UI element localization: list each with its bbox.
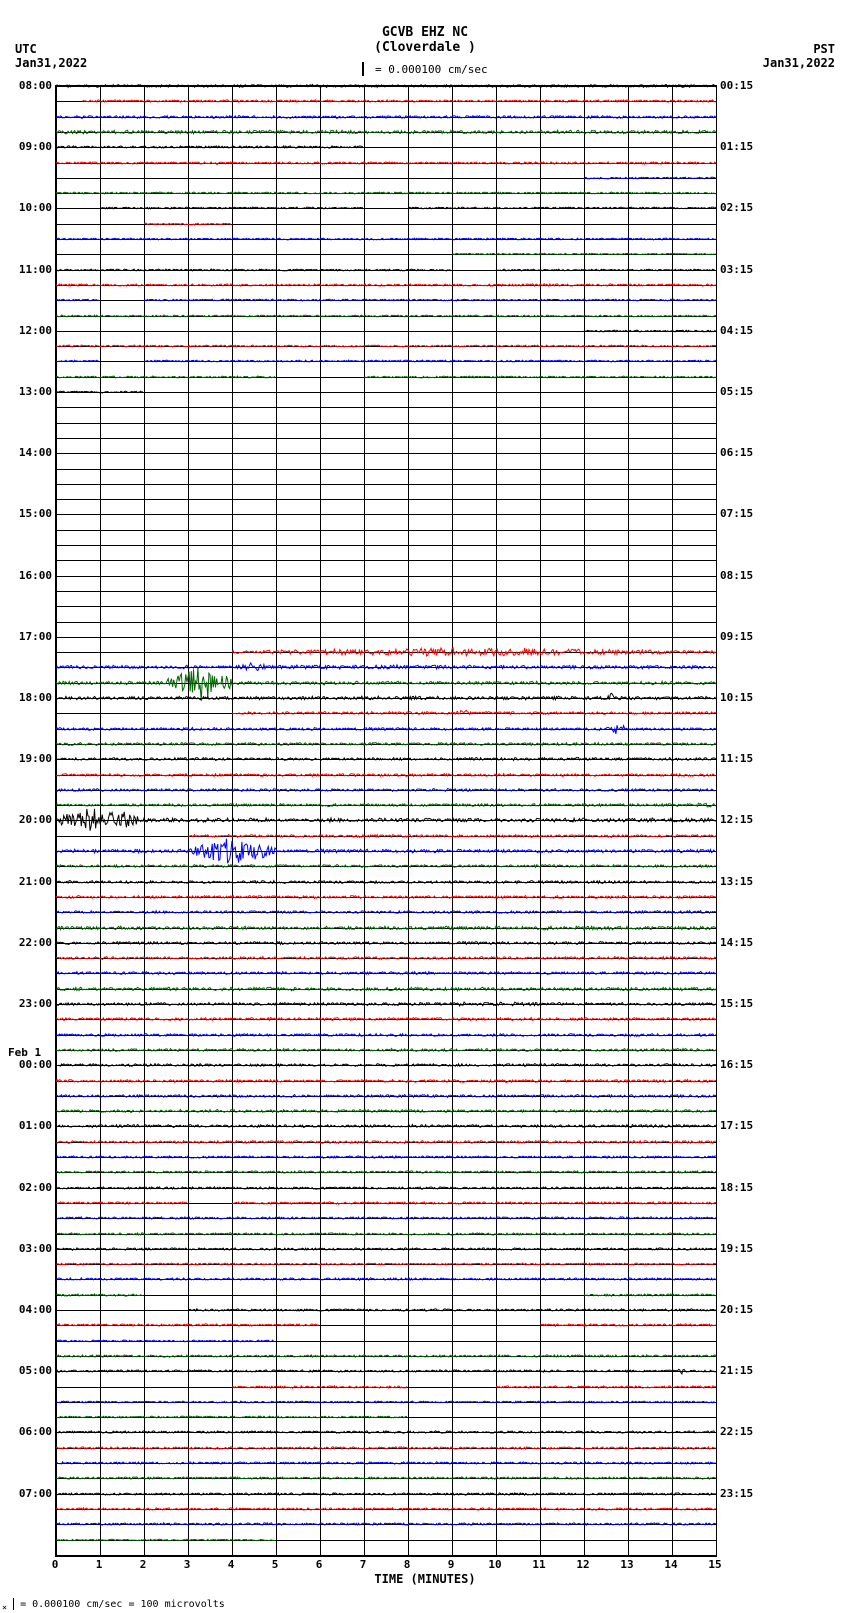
utc-hour-label: 03:00 [4,1242,52,1255]
gridline-horizontal [56,499,716,500]
x-tick-label: 15 [708,1558,721,1571]
location-title: (Cloverdale ) [0,40,850,55]
x-tick-label: 7 [360,1558,367,1571]
x-tick-label: 5 [272,1558,279,1571]
pst-hour-label: 19:15 [720,1242,753,1255]
gridline-horizontal [56,545,716,546]
gridline-horizontal [56,423,716,424]
utc-hour-label: 00:00 [4,1058,52,1071]
station-title: GCVB EHZ NC [0,25,850,40]
gridline-horizontal [56,530,716,531]
x-tick-label: 13 [620,1558,633,1571]
utc-hour-label: 10:00 [4,201,52,214]
x-tick-label: 1 [96,1558,103,1571]
utc-hour-label: 18:00 [4,691,52,704]
pst-hour-label: 11:15 [720,752,753,765]
pst-hour-label: 03:15 [720,263,753,276]
utc-hour-label: 08:00 [4,79,52,92]
tz-left-label: UTC [15,42,87,56]
seismic-trace [56,1510,716,1570]
utc-hour-label: 19:00 [4,752,52,765]
utc-hour-label: 14:00 [4,446,52,459]
pst-hour-label: 17:15 [720,1119,753,1132]
tz-right: PST Jan31,2022 [763,42,835,70]
pst-hour-label: 09:15 [720,630,753,643]
tz-right-label: PST [763,42,835,56]
pst-hour-label: 12:15 [720,813,753,826]
gridline-vertical [716,86,717,1556]
x-tick-label: 8 [404,1558,411,1571]
pst-hour-label: 15:15 [720,997,753,1010]
utc-hour-label: 04:00 [4,1303,52,1316]
seismic-trace [56,362,716,422]
pst-hour-label: 10:15 [720,691,753,704]
pst-hour-label: 23:15 [720,1487,753,1500]
x-tick-label: 9 [448,1558,455,1571]
x-tick-label: 12 [576,1558,589,1571]
seismogram-plot [55,85,717,1557]
gridline-horizontal [56,606,716,607]
utc-hour-label: 21:00 [4,875,52,888]
x-tick-label: 4 [228,1558,235,1571]
utc-hour-label: 15:00 [4,507,52,520]
pst-hour-label: 13:15 [720,875,753,888]
utc-hour-label: 02:00 [4,1181,52,1194]
utc-hour-label: 23:00 [4,997,52,1010]
utc-hour-label: 01:00 [4,1119,52,1132]
utc-hour-label: 16:00 [4,569,52,582]
utc-hour-label: 12:00 [4,324,52,337]
pst-hour-label: 06:15 [720,446,753,459]
x-tick-label: 10 [488,1558,501,1571]
utc-hour-label: 07:00 [4,1487,52,1500]
pst-hour-label: 20:15 [720,1303,753,1316]
utc-hour-label: 20:00 [4,813,52,826]
x-axis-label: TIME (MINUTES) [0,1572,850,1586]
pst-hour-label: 14:15 [720,936,753,949]
footer: × = 0.000100 cm/sec = 100 microvolts [2,1598,225,1612]
x-tick-label: 6 [316,1558,323,1571]
pst-hour-label: 02:15 [720,201,753,214]
pst-hour-label: 00:15 [720,79,753,92]
pst-hour-label: 22:15 [720,1425,753,1438]
x-tick-label: 14 [664,1558,677,1571]
gridline-horizontal [56,484,716,485]
seismogram-container: GCVB EHZ NC (Cloverdale ) = 0.000100 cm/… [0,0,850,1613]
x-tick-label: 11 [532,1558,545,1571]
gridline-horizontal [56,591,716,592]
gridline-horizontal [56,560,716,561]
gridline-horizontal [56,453,716,454]
utc-hour-label: 13:00 [4,385,52,398]
pst-hour-label: 04:15 [720,324,753,337]
pst-hour-label: 18:15 [720,1181,753,1194]
utc-hour-label: 06:00 [4,1425,52,1438]
pst-hour-label: 01:15 [720,140,753,153]
x-tick-label: 0 [52,1558,59,1571]
gridline-horizontal [56,576,716,577]
utc-hour-label: 05:00 [4,1364,52,1377]
tz-right-date: Jan31,2022 [763,56,835,70]
gridline-horizontal [56,514,716,515]
gridline-horizontal [56,469,716,470]
utc-hour-label: 17:00 [4,630,52,643]
utc-hour-label: 22:00 [4,936,52,949]
utc-hour-label: 11:00 [4,263,52,276]
pst-hour-label: 21:15 [720,1364,753,1377]
pst-hour-label: 07:15 [720,507,753,520]
pst-hour-label: 05:15 [720,385,753,398]
pst-hour-label: 16:15 [720,1058,753,1071]
x-tick-label: 3 [184,1558,191,1571]
pst-hour-label: 08:15 [720,569,753,582]
gridline-horizontal [56,438,716,439]
utc-hour-label: 09:00 [4,140,52,153]
x-tick-label: 2 [140,1558,147,1571]
footer-text: = 0.000100 cm/sec = 100 microvolts [20,1599,225,1610]
